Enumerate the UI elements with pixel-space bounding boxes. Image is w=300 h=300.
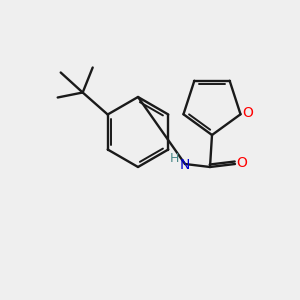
Text: H: H bbox=[169, 152, 179, 164]
Text: N: N bbox=[180, 158, 190, 172]
Text: O: O bbox=[237, 156, 248, 170]
Text: O: O bbox=[242, 106, 253, 120]
